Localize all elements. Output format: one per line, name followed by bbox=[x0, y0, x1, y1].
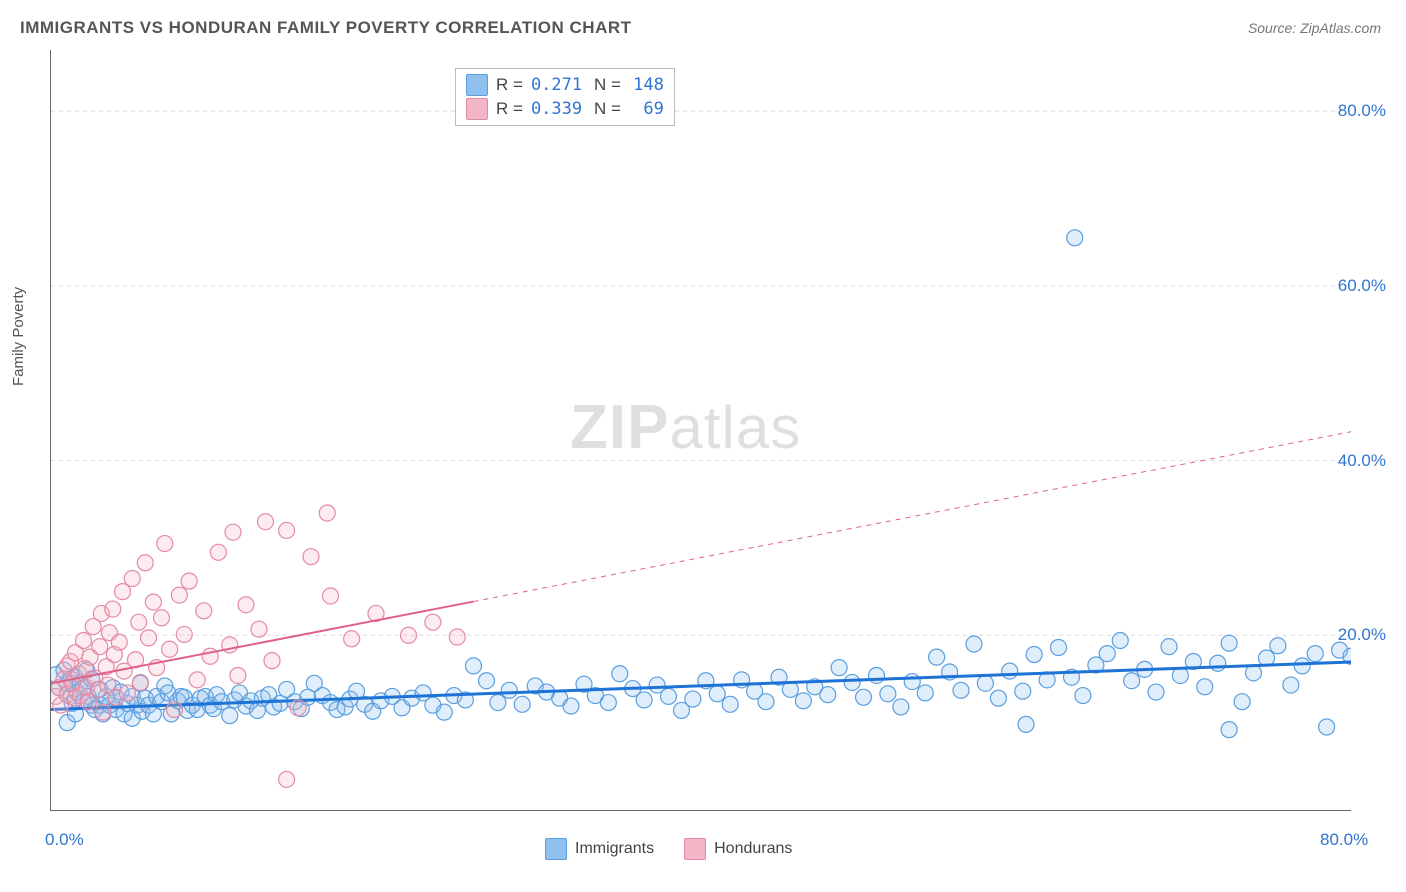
y-tick-label: 40.0% bbox=[1338, 451, 1386, 471]
legend-item: Immigrants bbox=[545, 838, 654, 860]
chart-container: { "title": "IMMIGRANTS VS HONDURAN FAMIL… bbox=[0, 0, 1406, 892]
n-value: 148 bbox=[629, 75, 664, 95]
legend-item: Hondurans bbox=[684, 838, 792, 860]
y-tick-label: 20.0% bbox=[1338, 625, 1386, 645]
legend-swatch bbox=[545, 838, 567, 860]
legend-swatch bbox=[466, 98, 488, 120]
r-label: R = bbox=[496, 99, 523, 119]
x-tick-label: 0.0% bbox=[45, 830, 84, 850]
source-label: Source: ZipAtlas.com bbox=[1248, 20, 1381, 36]
y-tick-label: 60.0% bbox=[1338, 276, 1386, 296]
stats-row: R = 0.339 N = 69 bbox=[466, 97, 664, 121]
r-value: 0.271 bbox=[531, 75, 586, 95]
legend-swatch bbox=[466, 74, 488, 96]
series-legend: Immigrants Hondurans bbox=[545, 838, 792, 860]
n-value: 69 bbox=[629, 99, 664, 119]
stats-row: R = 0.271 N = 148 bbox=[466, 73, 664, 97]
r-value: 0.339 bbox=[531, 99, 586, 119]
chart-title: IMMIGRANTS VS HONDURAN FAMILY POVERTY CO… bbox=[20, 18, 632, 38]
y-tick-label: 80.0% bbox=[1338, 101, 1386, 121]
scatter-plot bbox=[50, 50, 1351, 811]
y-axis-label: Family Poverty bbox=[10, 287, 27, 386]
stats-legend: R = 0.271 N = 148 R = 0.339 N = 69 bbox=[455, 68, 675, 126]
legend-label: Immigrants bbox=[575, 840, 654, 858]
x-tick-label: 80.0% bbox=[1320, 830, 1368, 850]
legend-swatch bbox=[684, 838, 706, 860]
n-label: N = bbox=[594, 75, 621, 95]
n-label: N = bbox=[594, 99, 621, 119]
r-label: R = bbox=[496, 75, 523, 95]
legend-label: Hondurans bbox=[714, 840, 792, 858]
